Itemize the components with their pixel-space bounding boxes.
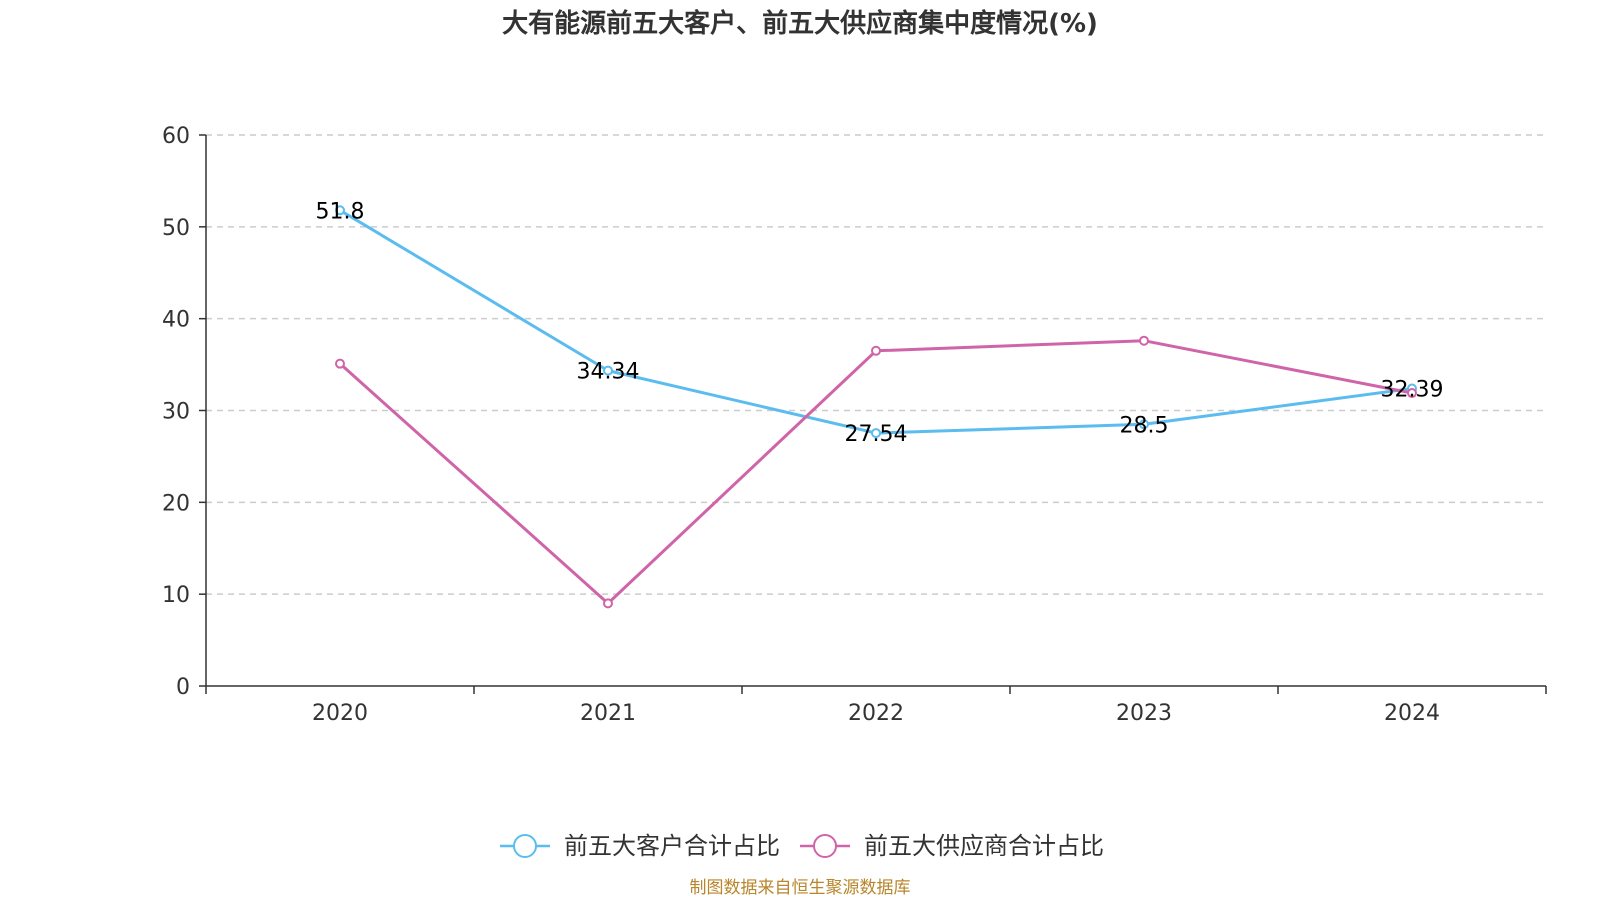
x-tick-label: 2022 bbox=[848, 701, 904, 726]
series bbox=[335, 205, 1417, 609]
x-tick-label: 2021 bbox=[580, 701, 636, 726]
data-label: 32.39 bbox=[1381, 378, 1444, 403]
data-point[interactable] bbox=[1407, 388, 1417, 399]
legend-label: 前五大客户合计占比 bbox=[564, 832, 780, 860]
data-point[interactable] bbox=[603, 365, 613, 376]
data-label: 34.34 bbox=[577, 360, 640, 385]
series-line-1 bbox=[339, 209, 1413, 435]
data-point[interactable] bbox=[871, 345, 881, 356]
legend-item-2[interactable]: 前五大供应商合计占比 bbox=[800, 832, 1104, 860]
data-point[interactable] bbox=[1139, 419, 1149, 430]
y-tick-label: 60 bbox=[162, 124, 190, 149]
chart-title: 大有能源前五大客户、前五大供应商集中度情况(%) bbox=[502, 8, 1098, 39]
legend[interactable]: 前五大客户合计占比 前五大供应商合计占比 bbox=[500, 832, 1104, 860]
data-point[interactable] bbox=[603, 598, 613, 609]
axes: 0 10 20 30 40 50 60 2020 2021 2022 2023 2024 bbox=[162, 124, 1547, 726]
y-tick-label: 30 bbox=[162, 400, 190, 425]
x-tick-label: 2024 bbox=[1384, 701, 1440, 726]
y-tick-label: 0 bbox=[176, 675, 190, 700]
data-point[interactable] bbox=[335, 205, 345, 216]
x-tick-label: 2023 bbox=[1116, 701, 1172, 726]
series-line-2 bbox=[339, 339, 1413, 605]
data-point[interactable] bbox=[871, 428, 881, 439]
y-tick-label: 20 bbox=[162, 491, 190, 516]
data-label: 27.54 bbox=[845, 422, 908, 447]
source-note: 制图数据来自恒生聚源数据库 bbox=[690, 878, 911, 898]
legend-item-1[interactable]: 前五大客户合计占比 bbox=[500, 832, 780, 860]
y-tick-label: 10 bbox=[162, 583, 190, 608]
legend-marker-icon bbox=[813, 834, 837, 858]
legend-marker-icon bbox=[513, 834, 537, 858]
y-tick-label: 50 bbox=[162, 216, 190, 241]
legend-label: 前五大供应商合计占比 bbox=[864, 832, 1104, 860]
data-point[interactable] bbox=[335, 358, 345, 369]
data-labels: 51.8 34.34 27.54 28.5 32.39 bbox=[316, 199, 1444, 447]
x-tick-label: 2020 bbox=[312, 701, 368, 726]
data-point[interactable] bbox=[1139, 335, 1149, 346]
data-label: 51.8 bbox=[316, 199, 365, 224]
grid bbox=[206, 134, 1546, 595]
data-label: 28.5 bbox=[1120, 413, 1169, 438]
y-tick-label: 40 bbox=[162, 308, 190, 333]
